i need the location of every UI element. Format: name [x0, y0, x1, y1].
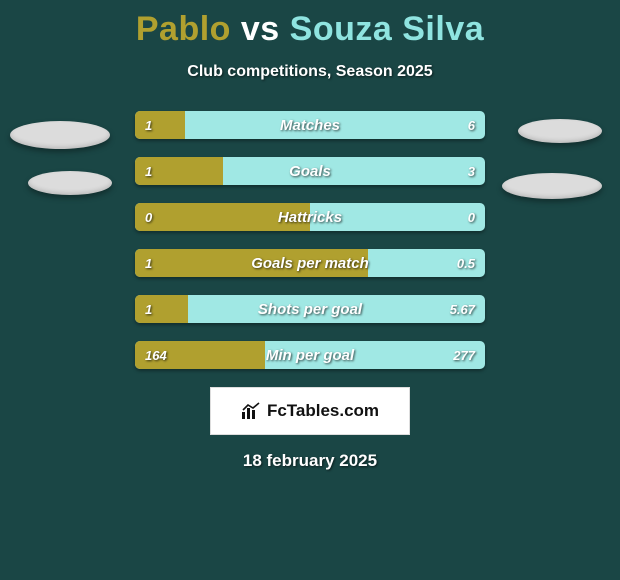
subtitle: Club competitions, Season 2025 — [0, 63, 620, 81]
chart-icon — [241, 402, 261, 420]
chart-area: 16Matches 13Goals 00Hattricks 10.5Goals per… — [0, 111, 620, 369]
stat-bar: 10.5Goals per match — [135, 249, 485, 277]
stat-bars-container: 16Matches 13Goals 00Hattricks 10.5Goals per… — [135, 111, 485, 369]
stat-label: Min per goal — [135, 341, 485, 369]
player2-name: Souza Silva — [290, 10, 484, 48]
stat-bar: 15.67Shots per goal — [135, 295, 485, 323]
stat-label: Shots per goal — [135, 295, 485, 323]
stat-bar: 00Hattricks — [135, 203, 485, 231]
stat-label: Hattricks — [135, 203, 485, 231]
fctables-logo: FcTables.com — [210, 387, 410, 435]
player1-photo-placeholder — [10, 121, 110, 149]
comparison-title: Pablo vs Souza Silva — [0, 0, 620, 49]
stat-label: Goals per match — [135, 249, 485, 277]
stat-bar: 164277Min per goal — [135, 341, 485, 369]
stat-label: Goals — [135, 157, 485, 185]
player1-name: Pablo — [136, 10, 231, 48]
vs-text: vs — [241, 10, 280, 48]
date-text: 18 february 2025 — [0, 451, 620, 471]
logo-text: FcTables.com — [267, 401, 379, 421]
stat-label: Matches — [135, 111, 485, 139]
player2-photo-placeholder — [518, 119, 602, 143]
player1-club-placeholder — [28, 171, 112, 195]
player2-club-placeholder — [502, 173, 602, 199]
stat-bar: 16Matches — [135, 111, 485, 139]
stat-bar: 13Goals — [135, 157, 485, 185]
